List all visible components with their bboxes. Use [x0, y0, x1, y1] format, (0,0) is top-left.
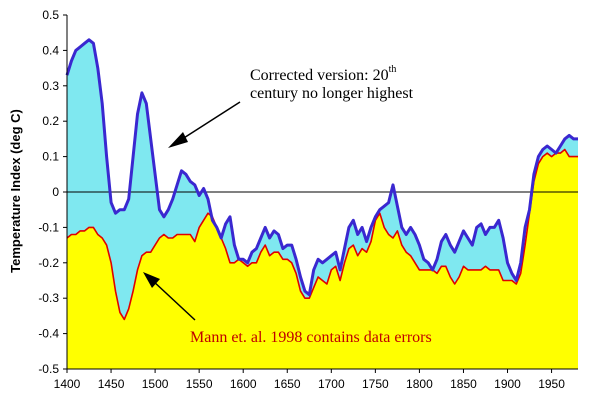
annotation-mann: Mann et. al. 1998 contains data errors [190, 329, 432, 346]
annotation-corrected-line2: century no longer highest [250, 85, 414, 102]
x-tick-label: 1700 [318, 377, 345, 391]
y-tick-label: -0.5 [38, 362, 59, 376]
x-tick-label: 1550 [186, 377, 213, 391]
y-tick-label: 0.5 [42, 8, 59, 22]
arrow-corrected [168, 101, 241, 148]
mann-area [67, 149, 578, 369]
annotation-corrected-line1: Corrected version: 20 [250, 67, 389, 84]
mann-series-line [66, 148, 578, 321]
y-tick-label: 0.3 [42, 79, 59, 93]
y-tick-label: -0.2 [38, 256, 59, 270]
arrow-mann [143, 272, 196, 321]
y-tick-label: 0.2 [42, 114, 59, 128]
y-tick-label: 0.4 [42, 43, 59, 57]
x-tick-label: 1500 [142, 377, 169, 391]
x-tick-label: 1950 [538, 377, 565, 391]
x-tick-label: 1900 [494, 377, 521, 391]
y-axis-label: Temperature Index (deg C) [8, 109, 23, 273]
y-tick-label: 0.1 [42, 150, 59, 164]
annotation-corrected: Corrected version: 20th century no longe… [250, 59, 414, 102]
x-tick-label: 1800 [406, 377, 433, 391]
x-tick-label: 1600 [230, 377, 257, 391]
annotation-mann-line: Mann et. al. 1998 contains data errors [190, 329, 432, 346]
x-tick-label: 1450 [98, 377, 125, 391]
y-tick-label: -0.4 [38, 327, 59, 341]
x-tick-label: 1650 [274, 377, 301, 391]
y-tick-label: -0.1 [38, 220, 59, 234]
y-tick-label: 0 [52, 185, 59, 199]
corrected-series-line [65, 38, 578, 297]
y-tick-label: -0.3 [38, 291, 59, 305]
x-tick-label: 1850 [450, 377, 477, 391]
tick-labels: 0.5 0.4 0.3 0.2 0.1 0 -0.1 -0.2 -0.3 -0.4 -0.51400… [38, 8, 565, 391]
x-tick-label: 1750 [362, 377, 389, 391]
annotation-superscript: th [389, 64, 397, 75]
x-tick-label: 1400 [54, 377, 81, 391]
plot-area [65, 38, 578, 370]
axes [63, 14, 578, 373]
